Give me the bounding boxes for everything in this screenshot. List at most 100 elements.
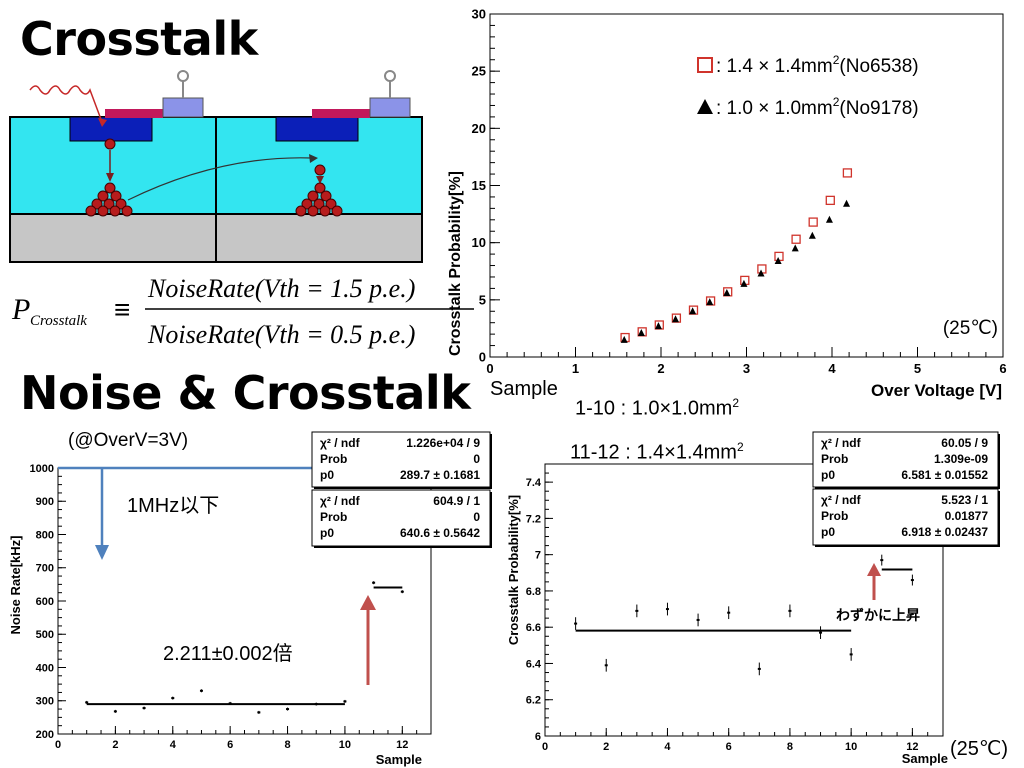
y-tick-label: 0 [479, 350, 486, 365]
stats-value: 0 [473, 510, 480, 524]
legend-filled-triangle-marker [697, 99, 713, 114]
crosstalk-point-triangle [654, 322, 662, 330]
y-tick-label: 5 [479, 292, 486, 307]
y-tick-label: 6.4 [526, 658, 542, 670]
formula-lhs-subscript: Crosstalk [30, 313, 87, 329]
crosstalk-point-square [842, 168, 853, 178]
crosstalk-point-triangle [620, 335, 628, 343]
crosstalk-point-triangle [637, 328, 645, 336]
y-tick-label: 6.8 [526, 586, 541, 598]
crosstalk-point-triangle [825, 215, 833, 223]
red-arrow-left [360, 595, 376, 685]
crosstalk-point-triangle [689, 307, 697, 315]
chart2-frame [57, 467, 432, 735]
y-tick-label: 7.2 [526, 513, 541, 525]
blue-arrow [58, 466, 318, 560]
avalanche-right [295, 182, 343, 217]
y-tick-label: 7.4 [526, 477, 542, 489]
slight-rise-note: わずかに上昇 [836, 607, 920, 623]
formula-lhs: P [11, 293, 30, 326]
crosstalk-point-triangle [706, 298, 714, 306]
x-tick-label: 6 [999, 361, 1006, 376]
crosstalk-point-square [808, 217, 818, 227]
ratio-note: 2.211±0.002倍 [163, 642, 293, 665]
stats-value: 60.05 / 9 [941, 436, 988, 450]
red-arrow-right [867, 563, 881, 600]
chart3-xlabel: Sample [902, 751, 948, 766]
x-tick-label: 4 [828, 361, 836, 376]
temperature-note-bottom: (25℃) [950, 738, 1009, 760]
x-tick-label: 2 [603, 741, 609, 753]
chart2-ylabel: Noise Rate[kHz] [8, 536, 23, 635]
x-tick-label: 0 [486, 361, 493, 376]
legend-series-1-sup: 2 [833, 53, 840, 67]
noise-crosstalk-title: Noise & Crosstalk [20, 366, 471, 420]
photon-wave [29, 85, 103, 123]
x-tick-label: 2 [657, 361, 664, 376]
x-tick-label: 2 [112, 739, 118, 751]
crosstalk-point-triangle [740, 279, 748, 287]
electron-left [104, 138, 116, 150]
x-tick-label: 1 [572, 361, 579, 376]
y-tick-label: 200 [36, 729, 54, 741]
y-tick-label: 6.6 [526, 622, 541, 634]
y-tick-label: 30 [472, 7, 486, 22]
svg-text:: 1.4 × 1.4mm2(No6538): : 1.4 × 1.4mm2(No6538) [716, 53, 919, 77]
legend-series-1-name: : 1.4 × 1.4mm [716, 56, 833, 77]
legend-open-square-marker [697, 57, 713, 73]
x-tick-label: 8 [284, 739, 290, 751]
y-tick-label: 7 [535, 550, 541, 562]
chart3-frame [544, 463, 944, 737]
y-tick-label: 20 [472, 121, 486, 136]
chart1-ylabel: Crosstalk Probability[%] [447, 171, 464, 356]
electrode-right [369, 97, 411, 118]
legend-series-2-tail: (No9178) [839, 98, 918, 119]
depletion-left [69, 116, 153, 142]
crosstalk-point-square [825, 195, 835, 206]
chart3-ylabel: Crosstalk Probability[%] [506, 495, 521, 645]
terminal-left [177, 70, 189, 82]
stats-key: χ² / ndf [821, 436, 862, 450]
y-tick-label: 15 [472, 178, 486, 193]
avalanche-left [85, 182, 133, 217]
overv-note: (@OverV=3V) [68, 430, 189, 451]
below-1mhz-note: 1MHz以下 [127, 495, 219, 517]
electron-right [314, 164, 326, 176]
chart1-legend: : 1.4 × 1.4mm2(No6538) : 1.0 × 1.0mm2(No… [697, 53, 919, 119]
y-tick-label: 500 [36, 629, 54, 641]
sample-label: Sample [490, 378, 558, 400]
crosstalk-point-triangle [774, 256, 782, 264]
y-tick-label: 900 [36, 496, 54, 508]
crosstalk-point-triangle [843, 199, 851, 207]
x-tick-label: 3 [743, 361, 750, 376]
y-tick-label: 10 [472, 235, 486, 250]
noise-rate-vs-sample-chart: 0 2 4 6 8 10 12 200 300 400 500 600 700 800 900 1000 Sa… [8, 463, 432, 767]
x-tick-label: 0 [542, 741, 548, 753]
y-tick-label: 1000 [30, 463, 54, 475]
legend-series-1-tail: (No6538) [839, 56, 918, 77]
crosstalk-point-triangle [791, 244, 799, 252]
x-tick-label: 6 [726, 741, 732, 753]
x-tick-label: 4 [170, 739, 177, 751]
crosstalk-point-triangle [808, 231, 816, 239]
formula-equiv: ≡ [114, 294, 130, 325]
crosstalk-title: Crosstalk [20, 12, 258, 66]
y-tick-label: 700 [36, 563, 54, 575]
crosstalk-point-triangle [723, 288, 731, 296]
y-tick-label: 800 [36, 529, 54, 541]
y-tick-label: 25 [472, 64, 486, 79]
formula-denominator: NoiseRate(Vth = 0.5 p.e.) [147, 320, 415, 349]
sample-1-10-note: 1-10 : 1.0×1.0mm2 [575, 396, 739, 420]
crosstalk-formula: P Crosstalk ≡ NoiseRate(Vth = 1.5 p.e.) … [11, 274, 474, 349]
contact-magenta-left [105, 109, 163, 118]
x-tick-label: 6 [227, 739, 233, 751]
x-tick-label: 10 [845, 741, 857, 753]
y-tick-label: 6 [535, 731, 541, 743]
crosstalk-point-triangle [672, 315, 680, 323]
electrode-left [162, 97, 204, 118]
y-tick-label: 300 [36, 696, 54, 708]
crosstalk-vs-sample-chart: 0 2 4 6 8 10 12 6 6.2 6.4 6.6 6.8 7 7.2 7.4 Sample Cro… [506, 463, 948, 766]
y-tick-label: 600 [36, 596, 54, 608]
chart2-xlabel: Sample [376, 752, 422, 767]
crosstalk-photon-path [127, 157, 313, 201]
